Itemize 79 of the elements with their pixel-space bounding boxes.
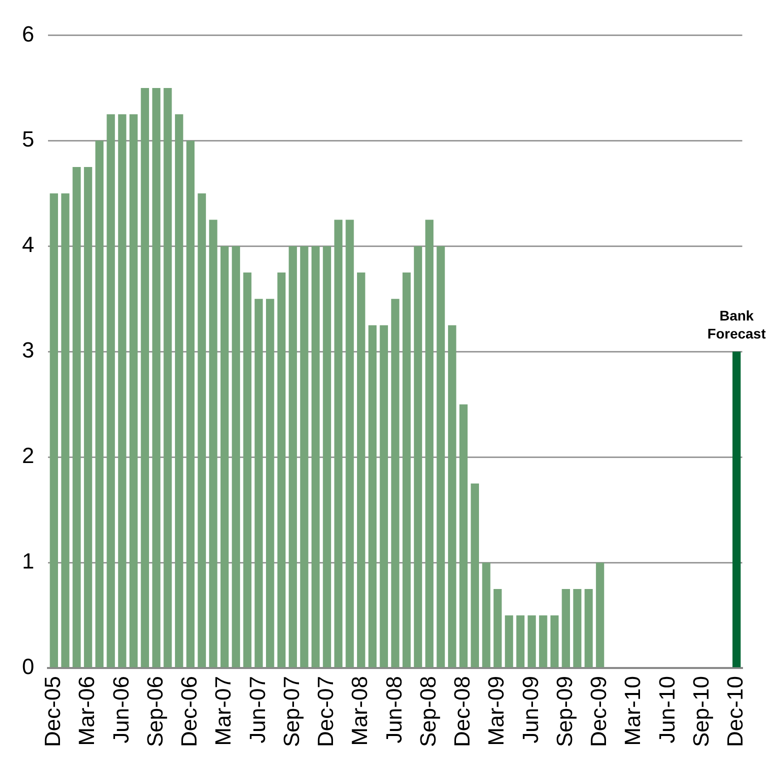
bar <box>584 588 593 668</box>
bar <box>402 272 411 668</box>
bar <box>391 298 400 668</box>
bar <box>50 193 58 668</box>
x-tick-label: Jun-10 <box>654 676 680 744</box>
x-tick-label: Dec-06 <box>176 676 202 747</box>
bar <box>174 114 184 668</box>
x-tick-label: Mar-07 <box>210 676 236 746</box>
bar <box>322 246 332 668</box>
bar <box>482 562 490 668</box>
bar <box>164 88 172 668</box>
x-tick-label: Sep-07 <box>278 676 304 748</box>
bar <box>436 246 445 668</box>
bar <box>573 588 582 668</box>
bar <box>528 615 536 668</box>
y-tick-label: 0 <box>22 654 34 680</box>
bar <box>106 114 115 668</box>
bar <box>254 298 263 668</box>
x-tick-label: Mar-06 <box>74 676 100 746</box>
x-tick-label: Jun-08 <box>381 676 406 744</box>
bar <box>84 167 92 668</box>
x-tick-label: Sep-09 <box>552 676 577 748</box>
y-tick-label: 1 <box>22 548 34 574</box>
bar <box>425 220 434 668</box>
bar <box>346 220 354 668</box>
x-tick-label: Dec-10 <box>722 676 748 747</box>
bar <box>562 588 570 668</box>
x-tick-label: Dec-08 <box>450 676 475 747</box>
x-tick-label: Dec-09 <box>586 676 612 747</box>
x-tick-label: Mar-08 <box>347 676 372 746</box>
x-tick-label: Mar-10 <box>620 676 646 746</box>
y-tick-label: 2 <box>22 443 34 468</box>
x-tick-label: Jun-06 <box>108 676 134 744</box>
bar <box>312 246 320 668</box>
bar <box>300 246 308 668</box>
x-tick-label: Sep-10 <box>688 676 714 748</box>
bar <box>118 114 126 668</box>
bar <box>470 483 479 668</box>
y-tick-label: 4 <box>22 232 34 258</box>
bar <box>732 352 741 668</box>
x-tick-label: Jun-07 <box>244 676 270 744</box>
bar <box>186 140 195 668</box>
bar <box>95 140 104 668</box>
bar <box>459 404 468 668</box>
bar <box>152 88 160 668</box>
bar <box>334 220 342 668</box>
bar <box>72 167 81 668</box>
bar <box>448 325 456 668</box>
bar <box>277 272 286 668</box>
bar <box>596 562 604 668</box>
bar <box>61 193 70 668</box>
bar <box>357 272 366 668</box>
bar <box>504 615 514 668</box>
bar <box>198 193 206 668</box>
bar <box>368 325 377 668</box>
y-tick-label: 3 <box>22 338 34 363</box>
bar <box>550 615 559 668</box>
bar <box>516 615 524 668</box>
bar <box>232 246 240 668</box>
x-tick-label: Sep-06 <box>142 676 168 748</box>
x-tick-label: Sep-08 <box>415 676 440 748</box>
bar <box>288 246 297 668</box>
y-tick-label: 5 <box>22 126 34 152</box>
bar <box>266 298 274 668</box>
bar <box>209 220 218 668</box>
bar <box>220 246 229 668</box>
bar <box>243 272 252 668</box>
bar <box>140 88 150 668</box>
bar <box>494 588 502 668</box>
x-tick-label: Dec-05 <box>40 676 65 747</box>
bar <box>414 246 422 668</box>
bar <box>380 325 388 668</box>
annotation: Bank Forecast <box>707 307 766 342</box>
x-tick-label: Mar-09 <box>484 676 509 746</box>
x-tick-label: Jun-09 <box>518 676 543 744</box>
bar <box>129 114 138 668</box>
x-tick-label: Dec-07 <box>313 676 338 747</box>
y-tick-label: 6 <box>22 21 34 46</box>
bar <box>539 615 548 668</box>
